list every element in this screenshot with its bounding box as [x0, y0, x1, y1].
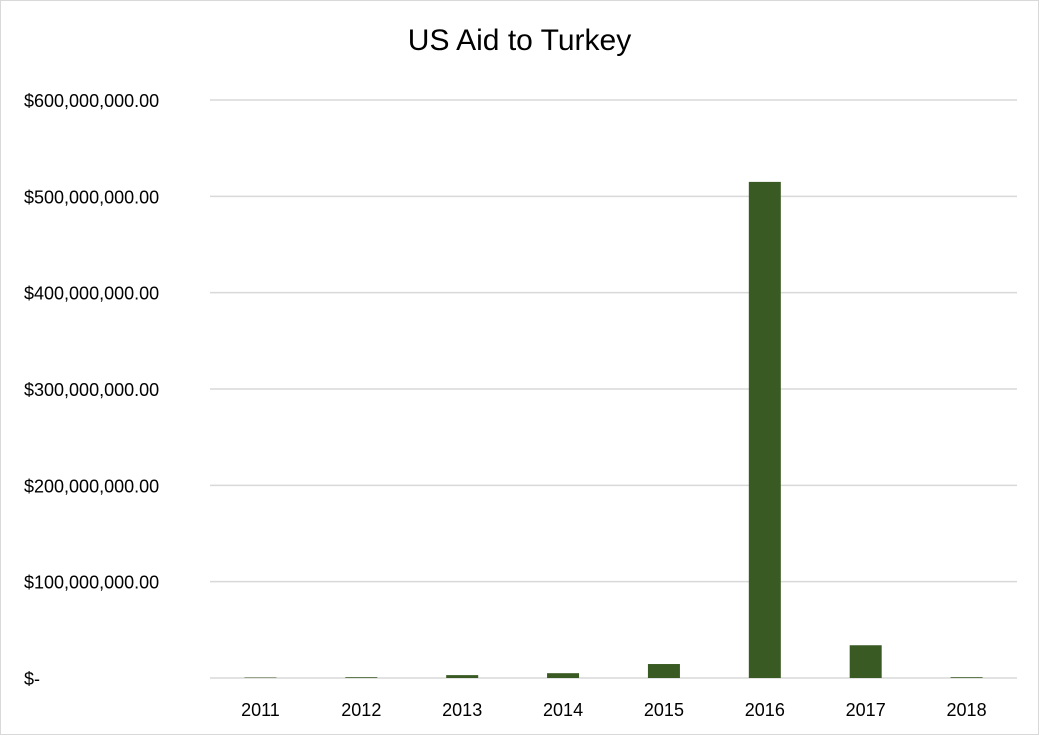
x-tick-label: 2018 [947, 700, 987, 720]
bars [244, 181, 983, 678]
bar-2015 [647, 664, 680, 678]
y-tick-label: $- [24, 669, 40, 689]
x-tick-label: 2016 [745, 700, 785, 720]
x-tick-label: 2011 [241, 700, 280, 720]
bar-2013 [446, 675, 479, 678]
gridlines [210, 99, 1017, 679]
x-tick-label: 2015 [644, 700, 684, 720]
y-tick-label: $500,000,000.00 [24, 187, 159, 207]
bar-2016 [748, 181, 781, 678]
y-tick-label: $100,000,000.00 [24, 573, 159, 593]
y-tick-label: $400,000,000.00 [24, 284, 159, 304]
bar-2017 [849, 645, 882, 678]
y-tick-label: $600,000,000.00 [24, 91, 159, 111]
bar-2012 [345, 677, 378, 678]
bar-2018 [950, 677, 983, 678]
chart-title: US Aid to Turkey [407, 24, 632, 57]
x-axis-tick-labels: 2011 2012 2013 2014 2015 2016 2017 2018 [241, 700, 987, 720]
y-axis-tick-labels: $- $100,000,000.00 $200,000,000.00 $300,000… [24, 91, 159, 689]
y-tick-label: $300,000,000.00 [24, 380, 159, 400]
x-tick-label: 2017 [846, 700, 886, 720]
y-tick-label: $200,000,000.00 [24, 476, 159, 496]
x-tick-label: 2013 [442, 700, 482, 720]
x-tick-label: 2012 [341, 700, 381, 720]
x-tick-label: 2014 [543, 700, 583, 720]
bar-2014 [547, 673, 580, 678]
